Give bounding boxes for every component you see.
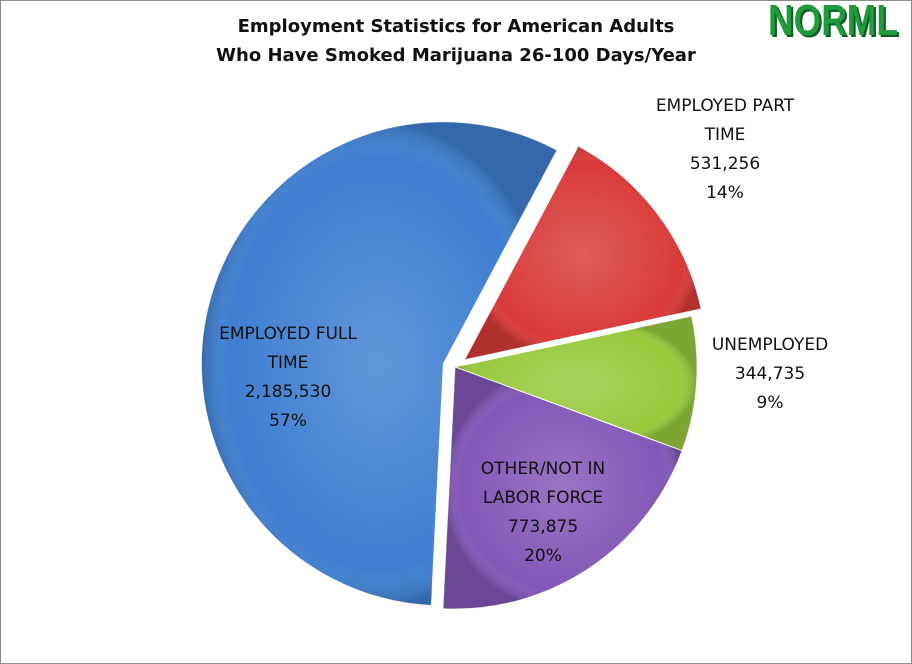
norml-logo: NORML NORML <box>768 0 900 42</box>
slice-category-label: EMPLOYED FULL <box>219 324 357 344</box>
slice-percent-label: 9% <box>756 392 784 413</box>
slice-percent-label: 20% <box>524 546 562 566</box>
pie-slice-shading <box>455 316 697 451</box>
slice-category-label: UNEMPLOYED <box>711 334 829 355</box>
pie-slice-shading <box>464 146 702 360</box>
norml-logo-text: NORML <box>768 0 898 42</box>
chart-title: Employment Statistics for American Adult… <box>0 12 912 70</box>
slice-percent-label: 14% <box>706 183 744 203</box>
chart-title-line-1: Employment Statistics for American Adult… <box>237 16 675 37</box>
slice-label-employed-full-time: EMPLOYED FULL TIME 2,185,530 57% <box>198 320 378 436</box>
norml-logo-shadow: NORML <box>770 0 900 42</box>
slice-category-label: TIME <box>704 125 746 145</box>
slice-category-label: TIME <box>267 353 309 373</box>
slice-category-label: EMPLOYED PART <box>655 96 795 116</box>
slice-label-other-not-in-labor-force: OTHER/NOT IN LABOR FORCE 773,875 20% <box>453 455 633 571</box>
pie-slice-shading <box>201 121 558 606</box>
pie-slices <box>201 121 702 610</box>
chart-title-line-2: Who Have Smoked Marijuana 26-100 Days/Ye… <box>216 45 696 66</box>
slice-label-unemployed: UNEMPLOYED 344,735 9% <box>680 331 860 418</box>
slice-value-label: 2,185,530 <box>244 382 332 402</box>
slice-value-label: 531,256 <box>689 154 761 174</box>
slice-percent-label: 57% <box>269 411 307 431</box>
slice-value-label: 344,735 <box>734 363 806 384</box>
slice-category-label: LABOR FORCE <box>482 488 604 508</box>
slice-label-employed-part-time: EMPLOYED PART TIME 531,256 14% <box>635 92 815 208</box>
pie-slice-shading <box>442 367 683 609</box>
slice-value-label: 773,875 <box>507 517 579 537</box>
slice-category-label: OTHER/NOT IN <box>480 459 606 479</box>
